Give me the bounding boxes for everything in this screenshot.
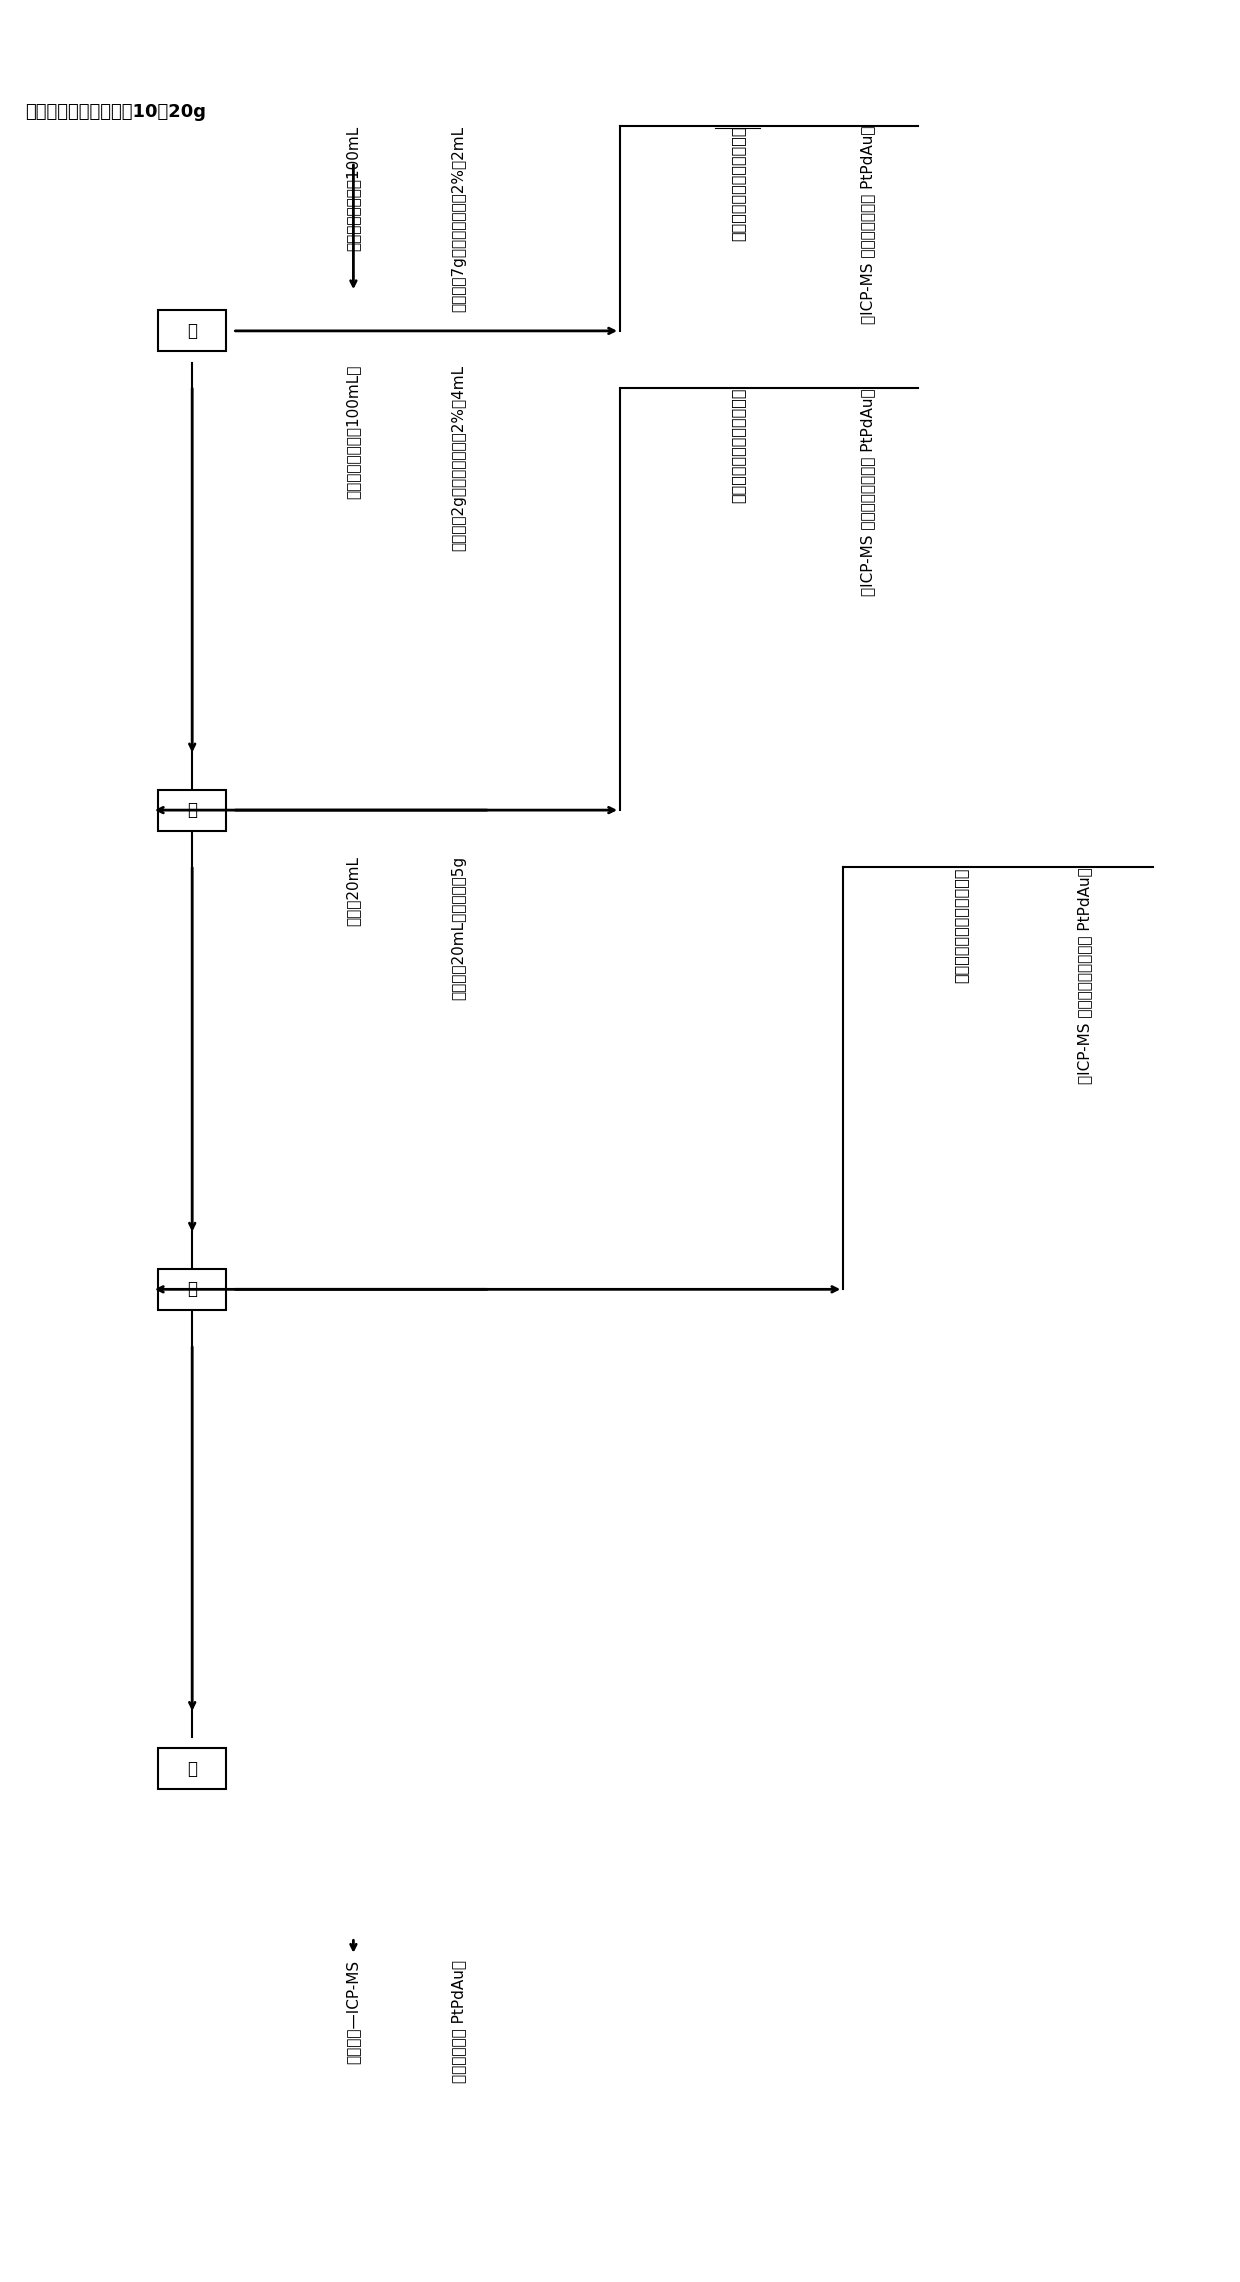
Text: （锡试金—ICP-MS: （锡试金—ICP-MS [346, 1960, 361, 2065]
Bar [159, 310, 226, 351]
Text: （ICP-MS 测定可交换相中 PtPdAu）: （ICP-MS 测定可交换相中 PtPdAu） [861, 126, 875, 324]
Text: 上清液混合吸附剂分离富集: 上清液混合吸附剂分离富集 [730, 126, 745, 242]
Text: 测定残渣相中 PtPdAu）: 测定残渣相中 PtPdAu） [451, 1960, 466, 2083]
Text: 冰乙酸20mL: 冰乙酸20mL [346, 856, 361, 926]
Text: （ICP-MS 测定硫化物结合相中 PtPdAu）: （ICP-MS 测定硫化物结合相中 PtPdAu） [1078, 867, 1092, 1084]
Text: 震: 震 [187, 801, 197, 819]
Text: 上清液混合吸附剂分离富集: 上清液混合吸附剂分离富集 [730, 388, 745, 504]
Text: 上清液混合吸附剂分离富集: 上清液混合吸附剂分离富集 [954, 867, 968, 984]
Bar [159, 1748, 226, 1789]
Text: 震: 震 [187, 322, 197, 340]
Text: 柠檬酸三铵浸取液100mL: 柠檬酸三铵浸取液100mL [346, 126, 361, 251]
Text: 硫氰酸钾7g、氯化钠溶液（2%）2mL: 硫氰酸钾7g、氯化钠溶液（2%）2mL [451, 126, 466, 313]
Text: 焦磷酸钠缓冲溶液100mL、: 焦磷酸钠缓冲溶液100mL、 [346, 365, 361, 500]
Text: 震: 震 [187, 1759, 197, 1778]
Text: （ICP-MS 测定有机结合相中 PtPdAu）: （ICP-MS 测定有机结合相中 PtPdAu） [861, 388, 875, 596]
Text: 硫氰酸钾2g、氯化钠溶液（2%）4mL: 硫氰酸钾2g、氯化钠溶液（2%）4mL [451, 365, 466, 552]
Bar [159, 790, 226, 831]
Text: 震: 震 [187, 1280, 197, 1298]
Text: 黑色岩型铂族矿物试料10～20g: 黑色岩型铂族矿物试料10～20g [25, 103, 206, 121]
Bar [159, 1269, 226, 1310]
Text: 过氧化氢20mL、硫氰酸钾5g: 过氧化氢20mL、硫氰酸钾5g [451, 856, 466, 1000]
